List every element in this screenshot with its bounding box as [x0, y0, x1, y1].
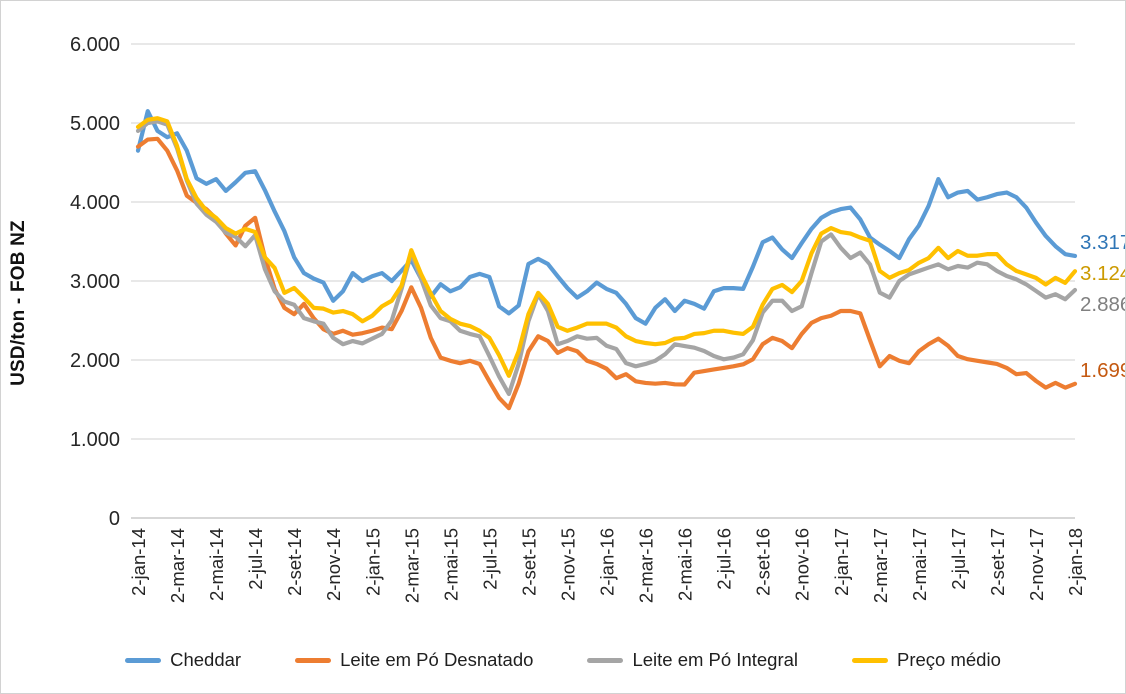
- x-tick-label: 2-mar-14: [167, 528, 188, 603]
- x-tick-label: 2-set-14: [284, 528, 305, 596]
- y-tick-label: 5.000: [70, 113, 120, 135]
- x-tick-label: 2-jul-17: [948, 528, 969, 590]
- x-tick-label: 2-set-17: [987, 528, 1008, 596]
- x-tick-label: 2-mai-14: [206, 528, 227, 601]
- series-line-pre-o-m-dio: [135, 116, 1078, 378]
- x-tick-label: 2-jan-16: [597, 528, 618, 596]
- desnatado-line-swatch-icon: [295, 657, 332, 663]
- preco-medio-line-swatch-icon: [852, 657, 889, 663]
- x-tick-label: 2-jan-15: [362, 528, 383, 596]
- legend-label: Preço médio: [897, 649, 1001, 670]
- x-tick-label: 2-jan-18: [1065, 528, 1086, 596]
- x-tick-label: 2-nov-16: [792, 528, 813, 601]
- legend-label: Leite em Pó Desnatado: [340, 649, 534, 670]
- x-tick-label: 2-jul-16: [714, 528, 735, 590]
- y-tick-label: 3.000: [70, 271, 120, 293]
- y-axis-title: USD/ton - FOB NZ: [8, 220, 29, 386]
- x-tick-label: 2-nov-17: [1026, 528, 1047, 601]
- series-end-value-label: 3.317: [1080, 231, 1126, 254]
- x-tick-label: 2-mai-16: [675, 528, 696, 601]
- y-tick-label: 0: [109, 508, 120, 530]
- x-tick-label: 2-mai-15: [440, 528, 461, 601]
- x-tick-label: 2-set-15: [518, 528, 539, 596]
- cheddar-line-swatch-icon: [125, 657, 162, 663]
- x-tick-label: 2-jan-14: [128, 528, 149, 596]
- x-tick-label: 2-mai-17: [909, 528, 930, 601]
- series-line-cheddar: [135, 109, 1078, 326]
- x-tick-label: 2-mar-16: [636, 528, 657, 603]
- chart-legend: Cheddar Leite em Pó Desnatado Leite em P…: [1, 649, 1125, 671]
- x-tick-label: 2-jul-14: [245, 528, 266, 590]
- series-end-value-label: 2.886: [1080, 293, 1126, 316]
- x-tick-label: 2-mar-15: [401, 528, 422, 603]
- y-tick-label: 2.000: [70, 350, 120, 372]
- legend-item-leite-em-po-integral: Leite em Pó Integral: [587, 649, 798, 671]
- x-tick-label: 2-jul-15: [479, 528, 500, 590]
- x-tick-label: 2-set-16: [753, 528, 774, 596]
- series-end-value-label: 1.699: [1080, 359, 1126, 382]
- x-tick-label: 2-mar-17: [870, 528, 891, 603]
- legend-label: Leite em Pó Integral: [632, 649, 799, 670]
- x-tick-label: 2-nov-14: [323, 528, 344, 601]
- y-tick-label: 1.000: [70, 429, 120, 451]
- legend-item-preco-medio: Preço médio: [852, 649, 1001, 671]
- y-tick-label: 6.000: [70, 34, 120, 56]
- legend-label: Cheddar: [170, 649, 242, 670]
- series-line-leite-em-p-integral: [135, 119, 1078, 397]
- legend-item-leite-em-po-desnatado: Leite em Pó Desnatado: [295, 649, 533, 671]
- x-tick-label: 2-nov-15: [557, 528, 578, 601]
- series-end-value-label: 3.124: [1080, 262, 1126, 285]
- x-tick-label: 2-jan-17: [831, 528, 852, 596]
- y-tick-label: 4.000: [70, 192, 120, 214]
- legend-item-cheddar: Cheddar: [125, 649, 241, 671]
- series-line-leite-em-p-desnatado: [135, 136, 1078, 411]
- integral-line-swatch-icon: [587, 657, 624, 663]
